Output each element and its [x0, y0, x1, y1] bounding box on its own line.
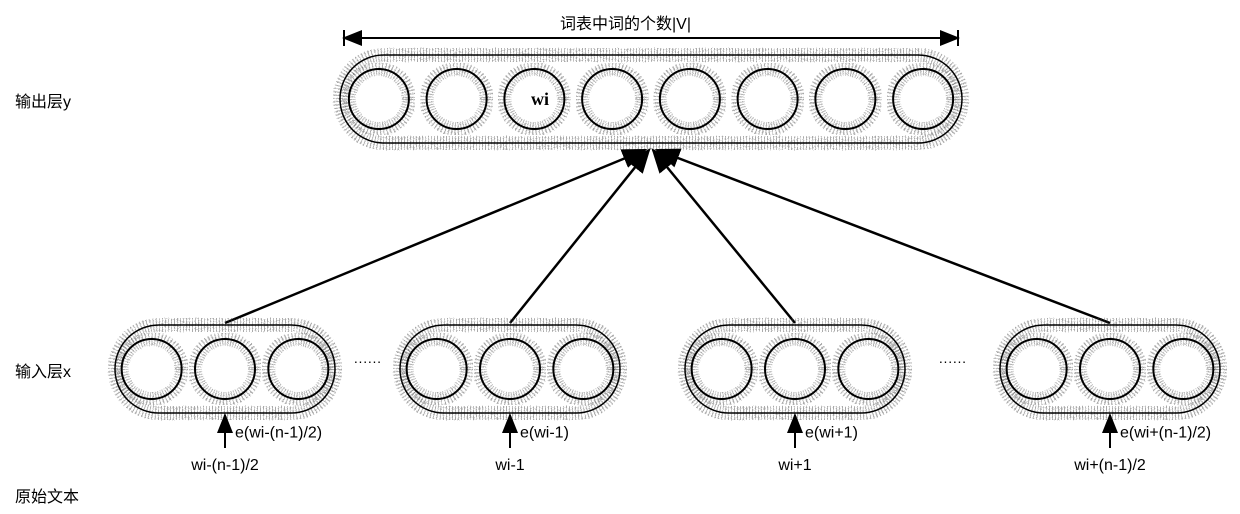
input-group: [115, 325, 335, 413]
wi-label: wi: [531, 89, 549, 109]
bottom-labels: e(wi-(n-1)/2) wi-(n-1)/2 e(wi-1) wi-1 e(wi+1…: [190, 425, 1211, 475]
e-label: e(wi+(n-1)/2): [1120, 425, 1211, 442]
ellipsis: ······: [354, 353, 382, 369]
dimension-line: [344, 30, 958, 46]
diagram-svg: wi ············ e(wi-(n-1)/2)wi-(n-1)/2e…: [0, 0, 1240, 514]
input-group: [685, 325, 905, 413]
e-label: e(wi-1): [520, 425, 569, 442]
input-group: [400, 325, 620, 413]
input-group: [1000, 325, 1220, 413]
output-container: [340, 55, 962, 143]
bottom-arrows: [225, 415, 1110, 448]
e-label: e(wi-(n-1)/2): [235, 425, 322, 442]
w-label: wi+1: [777, 457, 811, 474]
ellipses: ······ ······: [354, 353, 967, 369]
ellipsis: ······: [939, 353, 967, 369]
w-label: wi-(n-1)/2: [190, 457, 259, 474]
w-label: wi+(n-1)/2: [1073, 457, 1146, 474]
w-label: wi-1: [494, 457, 524, 474]
input-containers: [115, 325, 1220, 413]
converging-arrows: [225, 150, 1110, 323]
e-label: e(wi+1): [805, 425, 858, 442]
arrow: [225, 150, 645, 323]
